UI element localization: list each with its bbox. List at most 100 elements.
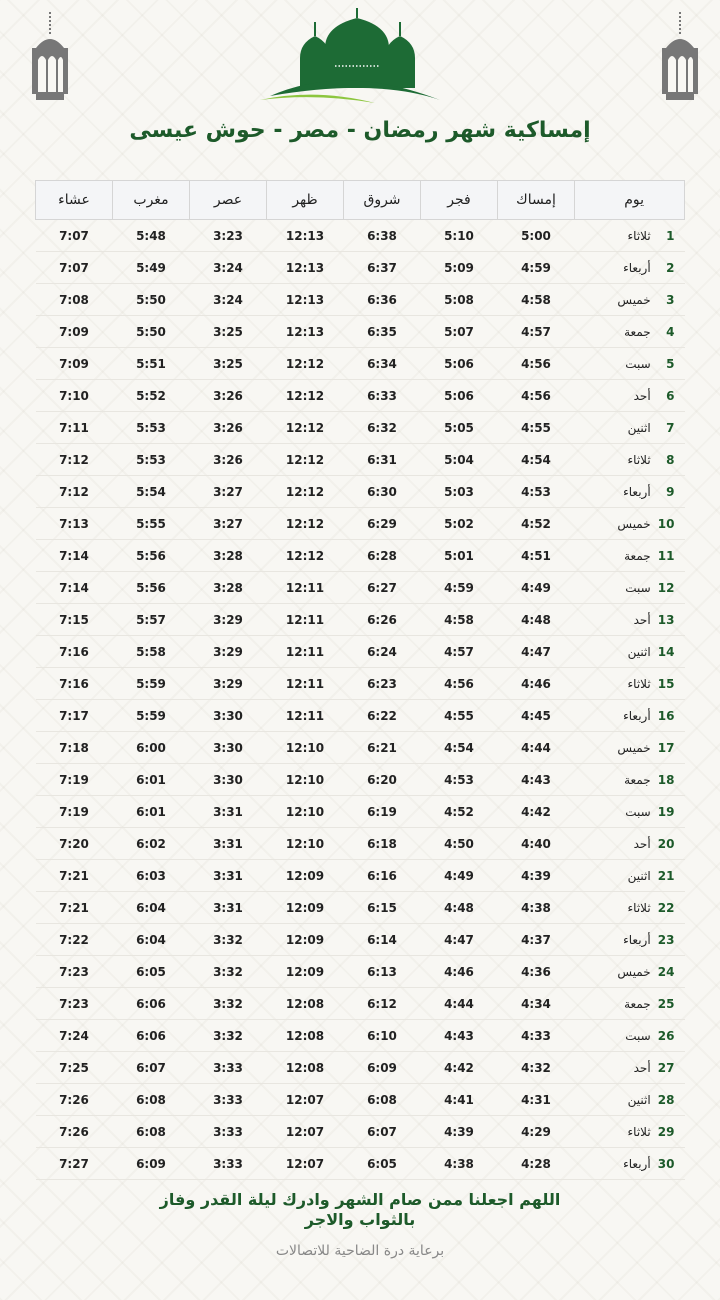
time-cell: 4:36: [497, 955, 575, 988]
table-row: 21 اثنين 4:39 4:49 6:16 12:09 3:31 6:03 7:21: [35, 859, 685, 892]
time-cell: 4:52: [420, 795, 498, 828]
time-cell: 5:01: [420, 539, 498, 572]
day-number: 28: [657, 1092, 675, 1107]
sponsor-text: برعاية درة الضاحية للاتصالات: [275, 1243, 445, 1259]
time-cell: 4:52: [497, 507, 575, 540]
time-cell: 3:32: [189, 923, 267, 956]
table-row: 6 أحد 4:56 5:06 6:33 12:12 3:26 5:52 7:10: [35, 379, 685, 412]
time-cell: 4:54: [420, 731, 498, 764]
time-cell: 3:32: [189, 987, 267, 1020]
day-number: 12: [657, 580, 675, 595]
time-cell: 7:21: [35, 891, 113, 924]
table-row: 4 جمعة 4:57 5:07 6:35 12:13 3:25 5:50 7:09: [35, 315, 685, 348]
time-cell: 4:42: [497, 795, 575, 828]
time-cell: 4:59: [420, 571, 498, 604]
day-cell: 19 سبت: [574, 795, 685, 828]
table-row: 29 ثلاثاء 4:29 4:39 6:07 12:07 3:33 6:08 7:26: [35, 1115, 685, 1148]
time-cell: 7:11: [35, 411, 113, 444]
time-cell: 7:08: [35, 283, 113, 316]
time-cell: 6:05: [112, 955, 190, 988]
time-cell: 3:29: [189, 603, 267, 636]
column-header: عصر: [189, 180, 267, 220]
table-body: 1 ثلاثاء 5:00 5:10 6:38 12:13 3:23 5:48 7:07 2 أ…: [35, 219, 685, 1180]
time-cell: 3:31: [189, 795, 267, 828]
time-cell: 3:29: [189, 667, 267, 700]
day-number: 3: [666, 292, 675, 307]
table-row: 8 ثلاثاء 4:54 5:04 6:31 12:12 3:26 5:53 7:12: [35, 443, 685, 476]
time-cell: 7:15: [35, 603, 113, 636]
prayer-text: اللهم اجعلنا ممن صام الشهر وادرك ليلة ال…: [0, 1190, 720, 1230]
day-cell: 11 جمعة: [574, 539, 685, 572]
day-number: 5: [666, 356, 675, 371]
time-cell: 6:27: [343, 571, 421, 604]
time-cell: 4:59: [497, 251, 575, 284]
time-cell: 7:16: [35, 635, 113, 668]
day-number: 6: [666, 388, 675, 403]
time-cell: 7:21: [35, 859, 113, 892]
day-number: 25: [657, 996, 675, 1011]
day-cell: 28 اثنين: [574, 1083, 685, 1116]
time-cell: 6:23: [343, 667, 421, 700]
time-cell: 5:51: [112, 347, 190, 380]
day-number: 27: [657, 1060, 675, 1075]
day-name: خميس: [617, 516, 651, 531]
time-cell: 3:30: [189, 763, 267, 796]
time-cell: 3:25: [189, 315, 267, 348]
day-number: 17: [657, 740, 675, 755]
time-cell: 5:00: [497, 219, 575, 252]
day-name: سبت: [625, 356, 651, 371]
day-cell: 1 ثلاثاء: [574, 219, 685, 252]
time-cell: 3:24: [189, 283, 267, 316]
day-number: 7: [666, 420, 675, 435]
day-number: 11: [657, 548, 675, 563]
time-cell: 4:50: [420, 827, 498, 860]
time-cell: 5:57: [112, 603, 190, 636]
day-number: 16: [657, 708, 675, 723]
day-number: 13: [657, 612, 675, 627]
time-cell: 6:32: [343, 411, 421, 444]
day-cell: 8 ثلاثاء: [574, 443, 685, 476]
time-cell: 4:57: [497, 315, 575, 348]
day-cell: 3 خميس: [574, 283, 685, 316]
table-row: 12 سبت 4:49 4:59 6:27 12:11 3:28 5:56 7:14: [35, 571, 685, 604]
table-row: 24 خميس 4:36 4:46 6:13 12:09 3:32 6:05 7:23: [35, 955, 685, 988]
time-cell: 6:10: [343, 1019, 421, 1052]
time-cell: 12:09: [266, 891, 344, 924]
table-row: 1 ثلاثاء 5:00 5:10 6:38 12:13 3:23 5:48 7:07: [35, 219, 685, 252]
day-cell: 26 سبت: [574, 1019, 685, 1052]
time-cell: 6:16: [343, 859, 421, 892]
table-row: 16 أربعاء 4:45 4:55 6:22 12:11 3:30 5:59 7:17: [35, 699, 685, 732]
time-cell: 3:26: [189, 411, 267, 444]
column-header: ظهر: [266, 180, 344, 220]
day-name: اثنين: [627, 1092, 651, 1107]
time-cell: 12:11: [266, 635, 344, 668]
time-cell: 7:14: [35, 571, 113, 604]
time-cell: 12:10: [266, 795, 344, 828]
day-cell: 16 أربعاء: [574, 699, 685, 732]
time-cell: 3:26: [189, 379, 267, 412]
day-number: 29: [657, 1124, 675, 1139]
day-cell: 27 أحد: [574, 1051, 685, 1084]
day-cell: 4 جمعة: [574, 315, 685, 348]
day-cell: 12 سبت: [574, 571, 685, 604]
time-cell: 5:07: [420, 315, 498, 348]
time-cell: 4:55: [420, 699, 498, 732]
time-cell: 12:12: [266, 347, 344, 380]
column-header: فجر: [420, 180, 498, 220]
day-number: 21: [657, 868, 675, 883]
day-name: اثنين: [627, 868, 651, 883]
time-cell: 6:12: [343, 987, 421, 1020]
day-name: سبت: [625, 580, 651, 595]
day-cell: 29 ثلاثاء: [574, 1115, 685, 1148]
time-cell: 12:09: [266, 859, 344, 892]
table-row: 20 أحد 4:40 4:50 6:18 12:10 3:31 6:02 7:20: [35, 827, 685, 860]
day-cell: 9 أربعاء: [574, 475, 685, 508]
time-cell: 5:53: [112, 411, 190, 444]
time-cell: 4:49: [497, 571, 575, 604]
time-cell: 12:08: [266, 1051, 344, 1084]
time-cell: 6:08: [112, 1083, 190, 1116]
time-cell: 12:12: [266, 475, 344, 508]
time-cell: 7:23: [35, 987, 113, 1020]
time-cell: 4:58: [497, 283, 575, 316]
time-cell: 4:43: [420, 1019, 498, 1052]
